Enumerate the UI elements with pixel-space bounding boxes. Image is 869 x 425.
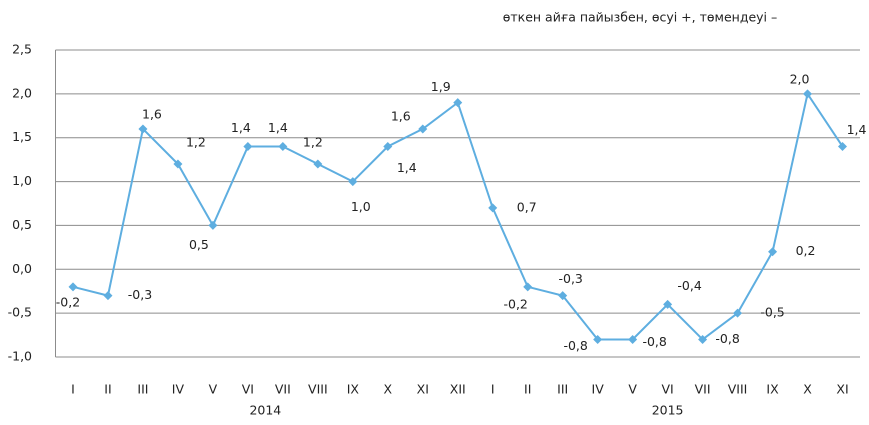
x-tick-label: II bbox=[104, 382, 111, 397]
x-tick-label: III bbox=[137, 382, 148, 397]
x-tick-label: XI bbox=[836, 382, 848, 397]
x-tick-label: VIII bbox=[308, 382, 328, 397]
data-label: -0,3 bbox=[558, 271, 582, 286]
x-tick-label: VIII bbox=[728, 382, 748, 397]
x-tick-label: I bbox=[71, 382, 75, 397]
x-group-label: 2015 bbox=[652, 403, 684, 418]
marker bbox=[768, 247, 778, 257]
y-tick-label: 1,0 bbox=[12, 173, 32, 188]
data-label: -0,2 bbox=[56, 294, 80, 309]
x-tick-label: VII bbox=[695, 382, 711, 397]
data-label: 1,9 bbox=[431, 79, 451, 94]
chart-subtitle: өткен айға пайызбен, өсуі +, төмендеуі – bbox=[503, 10, 778, 25]
x-tick-label: X bbox=[803, 382, 812, 397]
data-label: 1,4 bbox=[268, 120, 288, 135]
y-tick-label: -0,5 bbox=[8, 305, 32, 320]
x-tick-label: X bbox=[384, 382, 393, 397]
marker bbox=[243, 141, 253, 151]
marker bbox=[208, 220, 218, 230]
data-label: 2,0 bbox=[790, 71, 810, 86]
y-tick-label: 1,5 bbox=[12, 129, 32, 144]
marker bbox=[803, 89, 813, 99]
data-label: -0,3 bbox=[128, 287, 152, 302]
data-label: 1,0 bbox=[351, 199, 371, 214]
marker bbox=[278, 141, 288, 151]
x-tick-label: IV bbox=[592, 382, 605, 397]
data-label: -0,2 bbox=[504, 296, 528, 311]
data-label: 1,4 bbox=[397, 160, 417, 175]
marker bbox=[418, 124, 428, 134]
marker bbox=[628, 334, 638, 344]
x-tick-label: VI bbox=[242, 382, 254, 397]
marker bbox=[138, 124, 148, 134]
marker bbox=[313, 159, 323, 169]
data-label: 0,7 bbox=[517, 199, 537, 214]
marker bbox=[733, 308, 743, 318]
marker bbox=[488, 203, 498, 213]
x-tick-label: IV bbox=[172, 382, 185, 397]
x-tick-label: I bbox=[491, 382, 495, 397]
data-label: -0,8 bbox=[715, 331, 739, 346]
marker bbox=[558, 291, 568, 301]
marker bbox=[593, 334, 603, 344]
marker bbox=[383, 141, 393, 151]
marker bbox=[838, 141, 848, 151]
data-label: 1,2 bbox=[186, 135, 206, 150]
data-label: -0,5 bbox=[760, 305, 784, 320]
y-tick-label: 0,5 bbox=[12, 217, 32, 232]
marker bbox=[523, 282, 533, 292]
x-tick-label: XII bbox=[450, 382, 466, 397]
y-tick-label: 2,0 bbox=[12, 85, 32, 100]
line bbox=[72, 91, 844, 341]
y-tick-label: 2,5 bbox=[12, 42, 32, 57]
x-tick-label: V bbox=[209, 382, 218, 397]
data-label: -0,4 bbox=[677, 278, 701, 293]
x-tick-label: IX bbox=[766, 382, 779, 397]
data-label: -0,8 bbox=[642, 334, 666, 349]
marker bbox=[103, 291, 113, 301]
x-tick-label: XI bbox=[417, 382, 429, 397]
marker bbox=[68, 282, 78, 292]
x-group-label: 2014 bbox=[249, 403, 281, 418]
y-tick-label: -1,0 bbox=[8, 349, 32, 364]
data-label: 1,4 bbox=[231, 120, 251, 135]
x-tick-label: VI bbox=[661, 382, 673, 397]
y-tick-label: 0,0 bbox=[12, 261, 32, 276]
marker bbox=[698, 334, 708, 344]
marker bbox=[173, 159, 183, 169]
data-label: 1,2 bbox=[303, 135, 323, 150]
marker bbox=[348, 177, 358, 187]
data-label: 1,6 bbox=[391, 108, 411, 123]
data-label: 0,2 bbox=[796, 243, 816, 258]
data-label: -0,8 bbox=[563, 338, 587, 353]
data-label: 1,6 bbox=[142, 106, 162, 121]
marker bbox=[453, 98, 463, 108]
x-tick-label: VII bbox=[275, 382, 291, 397]
x-tick-label: V bbox=[628, 382, 637, 397]
data-label: 0,5 bbox=[189, 237, 209, 252]
x-tick-label: II bbox=[524, 382, 531, 397]
marker bbox=[663, 299, 673, 309]
x-tick-label: III bbox=[557, 382, 568, 397]
data-label: 1,4 bbox=[847, 122, 867, 137]
x-tick-label: IX bbox=[347, 382, 360, 397]
